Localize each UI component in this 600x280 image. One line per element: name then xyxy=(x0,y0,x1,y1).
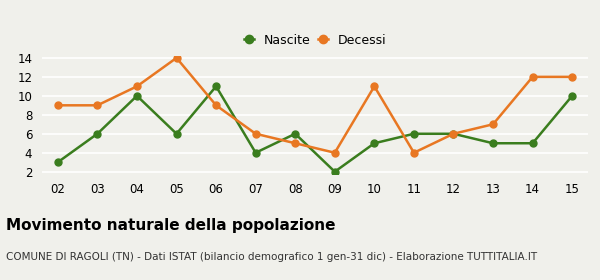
Text: Movimento naturale della popolazione: Movimento naturale della popolazione xyxy=(6,218,335,234)
Decessi xyxy=(331,151,338,154)
Nascite xyxy=(529,142,536,145)
Line: Nascite: Nascite xyxy=(55,83,575,175)
Decessi xyxy=(292,142,299,145)
Line: Decessi: Decessi xyxy=(55,54,575,156)
Nascite xyxy=(173,132,180,136)
Decessi xyxy=(54,104,61,107)
Nascite xyxy=(54,160,61,164)
Text: COMUNE DI RAGOLI (TN) - Dati ISTAT (bilancio demografico 1 gen-31 dic) - Elabora: COMUNE DI RAGOLI (TN) - Dati ISTAT (bila… xyxy=(6,252,537,262)
Decessi xyxy=(450,132,457,136)
Nascite xyxy=(331,170,338,173)
Decessi xyxy=(410,151,418,154)
Decessi xyxy=(94,104,101,107)
Decessi xyxy=(569,75,576,79)
Decessi xyxy=(252,132,259,136)
Nascite xyxy=(252,151,259,154)
Decessi xyxy=(212,104,220,107)
Nascite xyxy=(212,85,220,88)
Nascite xyxy=(94,132,101,136)
Nascite xyxy=(133,94,140,97)
Nascite xyxy=(371,142,378,145)
Decessi xyxy=(529,75,536,79)
Nascite xyxy=(490,142,497,145)
Decessi xyxy=(173,56,180,60)
Nascite xyxy=(450,132,457,136)
Decessi xyxy=(133,85,140,88)
Legend: Nascite, Decessi: Nascite, Decessi xyxy=(239,29,391,52)
Nascite xyxy=(569,94,576,97)
Decessi xyxy=(490,123,497,126)
Decessi xyxy=(371,85,378,88)
Nascite xyxy=(410,132,418,136)
Nascite xyxy=(292,132,299,136)
